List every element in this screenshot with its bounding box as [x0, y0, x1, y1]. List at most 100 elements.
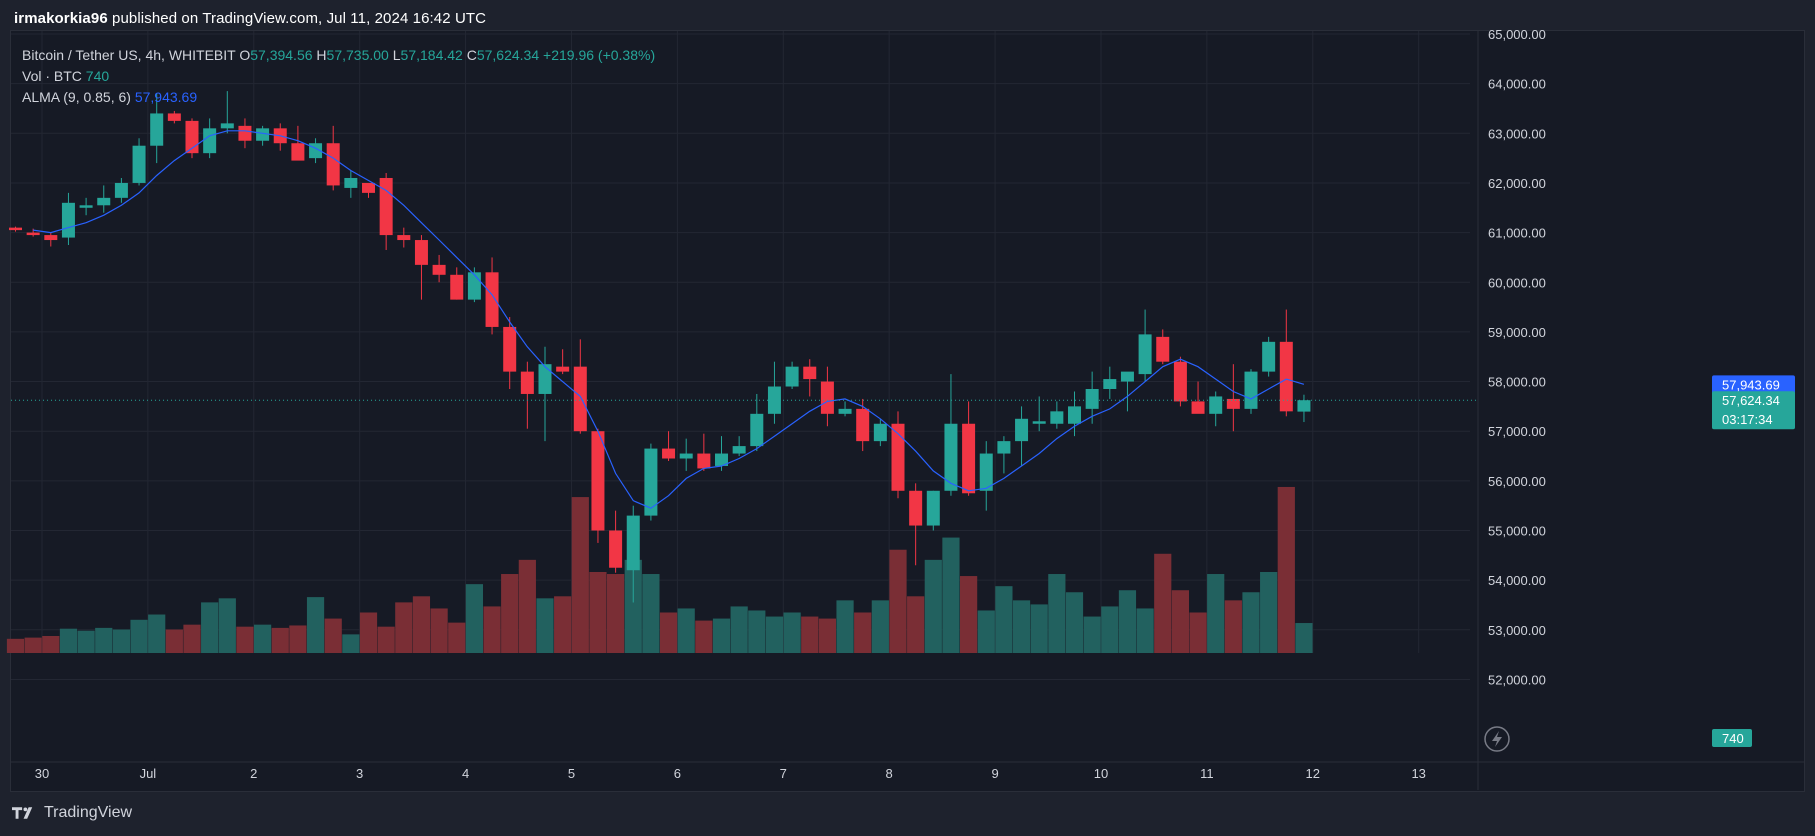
candle-body [432, 264, 446, 275]
candle-body [856, 408, 870, 442]
high-label: H [316, 47, 327, 63]
volume-bar [1101, 606, 1119, 653]
lightning-icon-ring [1484, 726, 1510, 752]
volume-legend-row[interactable]: Vol · BTC 740 [22, 66, 655, 87]
candle-body [79, 205, 93, 208]
candles [9, 91, 1311, 603]
candle-body [61, 202, 75, 238]
publish-info: published on TradingView.com, Jul 11, 20… [112, 10, 487, 27]
volume-bar [1154, 553, 1172, 653]
volume-bar [1030, 604, 1048, 653]
alma-legend-row[interactable]: ALMA (9, 0.85, 6) 57,943.69 [22, 87, 655, 108]
candle-body [962, 423, 976, 494]
candle-body [397, 235, 411, 241]
time-axis: 30 Jul 2 3 4 5 6 7 8 9 10 11 12 13 [35, 766, 1426, 781]
candle-body [1191, 401, 1205, 414]
candle-body [1209, 396, 1223, 414]
candle-body [1226, 398, 1240, 409]
candle-body [238, 125, 252, 141]
volume-bar [148, 614, 166, 653]
price-tick-label: 62,000.00 [1488, 176, 1546, 191]
last-price-tag [1712, 391, 1795, 430]
volume-bar [254, 624, 272, 653]
volume-bar [977, 610, 995, 653]
time-tick-label: 10 [1094, 766, 1108, 781]
time-tick-label: 5 [568, 766, 575, 781]
volume-bar [1295, 623, 1313, 653]
volume-bar [465, 584, 483, 653]
candle-body [997, 441, 1011, 454]
candle-body [679, 453, 693, 459]
open-value: 57,394.56 [250, 47, 313, 63]
candle-body [114, 182, 128, 198]
time-tick-label: 8 [886, 766, 893, 781]
volume-bar [536, 598, 554, 653]
candle-body [909, 490, 923, 526]
volume-tag-label: 740 [1722, 731, 1744, 746]
volume-bar [42, 635, 60, 653]
low-label: L [392, 47, 401, 63]
volume-bar [1189, 612, 1207, 653]
symbol-label[interactable]: Bitcoin / Tether US, 4h, WHITEBIT [22, 47, 236, 63]
candle-body [1262, 341, 1276, 372]
volume-bar [324, 618, 342, 653]
volume-bar [1048, 574, 1066, 653]
candle-body [414, 240, 428, 265]
candle-body [1244, 371, 1258, 409]
price-tick-label: 60,000.00 [1488, 275, 1546, 290]
candle-body [1103, 379, 1117, 389]
alma-price-tag-label: 57,943.69 [1722, 377, 1780, 392]
candle-body [485, 272, 499, 327]
price-tick-label: 52,000.00 [1488, 672, 1546, 687]
candle-body [344, 177, 358, 188]
footer-brand-label: TradingView [44, 804, 133, 821]
alma-line [33, 130, 1305, 509]
volume-bar [1207, 574, 1225, 653]
price-tick-label: 55,000.00 [1488, 524, 1546, 539]
price-tick-label: 59,000.00 [1488, 325, 1546, 340]
price-tick-label: 61,000.00 [1488, 226, 1546, 241]
volume-bar [801, 616, 819, 653]
candle-body [256, 128, 270, 141]
volume-bar [907, 596, 925, 653]
publisher-name[interactable]: irmakorkia96 [14, 10, 108, 27]
volume-bar [960, 576, 978, 653]
candle-body [362, 182, 375, 193]
volume-bar [924, 559, 942, 653]
high-value: 57,735.00 [326, 47, 389, 63]
time-tick-label: 7 [780, 766, 787, 781]
lightning-icon[interactable] [1484, 726, 1510, 752]
candle-body [820, 381, 834, 414]
volume-bar [395, 602, 413, 653]
candle-body [697, 453, 711, 469]
volume-bar [165, 629, 183, 653]
chart-legend: Bitcoin / Tether US, 4h, WHITEBIT O57,39… [22, 45, 655, 108]
volume-bar [112, 629, 130, 653]
volume-bar [695, 620, 713, 653]
candle-body [9, 227, 22, 231]
candle-body [626, 515, 640, 571]
volume-bar [642, 574, 660, 653]
footer-brand[interactable]: TradingView [12, 804, 132, 822]
volume-bar [1065, 592, 1084, 653]
ohlc-legend-row: Bitcoin / Tether US, 4h, WHITEBIT O57,39… [22, 45, 655, 66]
volume-bar [518, 559, 536, 653]
price-tick-label: 65,000.00 [1488, 27, 1546, 42]
volume-bar [183, 624, 201, 653]
candle-body [467, 272, 481, 300]
volume-bar [95, 627, 113, 653]
candle-body [1138, 334, 1152, 375]
volume-bar [677, 608, 695, 653]
volume-bar [765, 616, 784, 653]
volume-bar [854, 612, 872, 653]
candle-body [803, 366, 817, 380]
candle-body [538, 364, 552, 394]
candle-body [979, 453, 993, 491]
volume-bar [483, 606, 501, 653]
volume-bar [624, 559, 642, 653]
candle-body [1068, 406, 1081, 424]
candle-body [203, 128, 217, 154]
volume-bar [659, 612, 678, 653]
volume-bar [571, 497, 589, 653]
